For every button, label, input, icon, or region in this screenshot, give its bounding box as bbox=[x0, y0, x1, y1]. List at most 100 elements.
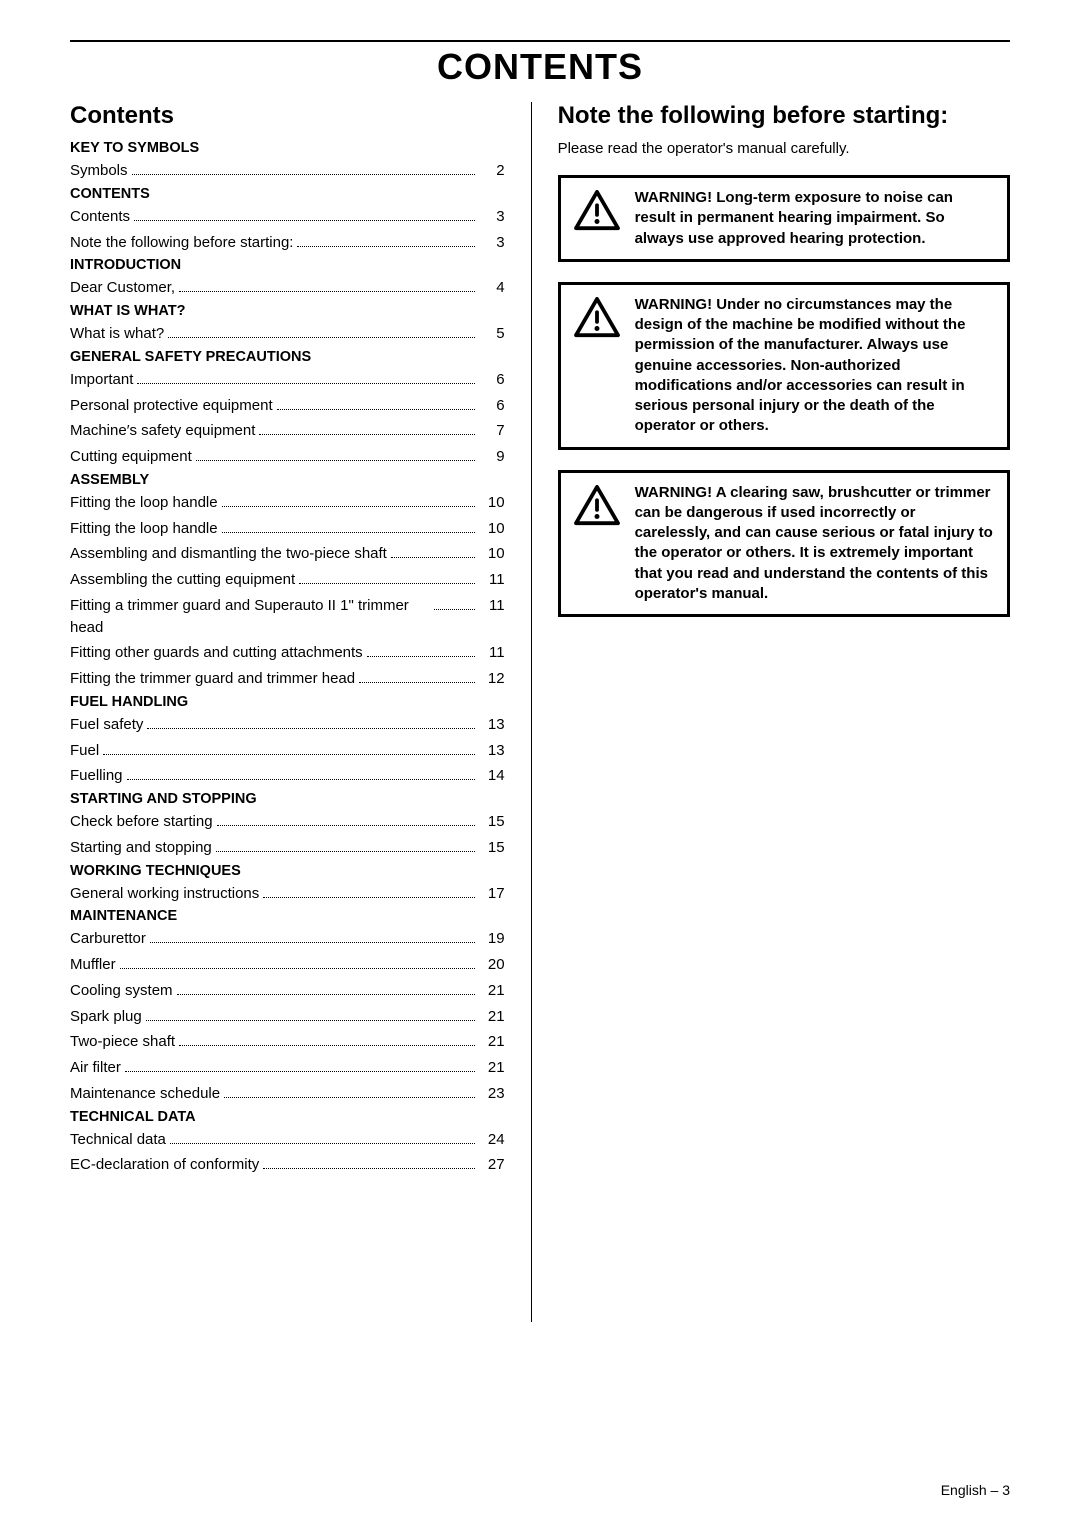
toc-page-number: 4 bbox=[479, 277, 505, 299]
content-columns: Contents KEY TO SYMBOLSSymbols2CONTENTSC… bbox=[70, 102, 1010, 1322]
toc-leader-dots bbox=[259, 434, 474, 435]
toc-row: Two-piece shaft21 bbox=[70, 1031, 505, 1053]
toc-label: Dear Customer, bbox=[70, 277, 175, 299]
toc-row: Technical data24 bbox=[70, 1129, 505, 1151]
toc-section-header: WORKING TECHNIQUES bbox=[70, 863, 505, 879]
toc-row: What is what? 5 bbox=[70, 323, 505, 345]
toc-label: Fitting the loop handle bbox=[70, 492, 218, 514]
toc-page-number: 3 bbox=[479, 232, 505, 254]
toc-row: Personal protective equipment 6 bbox=[70, 395, 505, 417]
toc-section-header: STARTING AND STOPPING bbox=[70, 791, 505, 807]
warning-box: WARNING! A clearing saw, brushcutter or … bbox=[558, 470, 1010, 618]
toc-leader-dots bbox=[216, 851, 475, 852]
toc-page-number: 9 bbox=[479, 446, 505, 468]
toc-row: Fitting the loop handle10 bbox=[70, 518, 505, 540]
toc-label: General working instructions bbox=[70, 883, 259, 905]
toc-label: Fitting a trimmer guard and Superauto II… bbox=[70, 595, 430, 639]
toc-row: Fitting other guards and cutting attachm… bbox=[70, 642, 505, 664]
toc-page-number: 3 bbox=[479, 206, 505, 228]
left-column: Contents KEY TO SYMBOLSSymbols2CONTENTSC… bbox=[70, 102, 531, 1322]
toc-row: Check before starting15 bbox=[70, 811, 505, 833]
toc-row: Fuel safety13 bbox=[70, 714, 505, 736]
toc-leader-dots bbox=[222, 532, 475, 533]
toc-section-header: KEY TO SYMBOLS bbox=[70, 140, 505, 156]
toc-row: Machine′s safety equipment7 bbox=[70, 420, 505, 442]
toc-label: Two-piece shaft bbox=[70, 1031, 175, 1053]
toc-leader-dots bbox=[263, 897, 474, 898]
toc-page-number: 21 bbox=[479, 1006, 505, 1028]
toc-leader-dots bbox=[217, 825, 475, 826]
warnings-container: WARNING! Long-term exposure to noise can… bbox=[558, 175, 1010, 617]
toc-label: Starting and stopping bbox=[70, 837, 212, 859]
toc-leader-dots bbox=[299, 583, 474, 584]
toc-label: Technical data bbox=[70, 1129, 166, 1151]
toc-row: Fitting the trimmer guard and trimmer he… bbox=[70, 668, 505, 690]
toc-page-number: 21 bbox=[479, 1057, 505, 1079]
table-of-contents: KEY TO SYMBOLS Symbols 2 CONTENTS Contents3 N… bbox=[70, 140, 505, 1176]
toc-page-number: 15 bbox=[479, 837, 505, 859]
toc-label: Muffler bbox=[70, 954, 116, 976]
toc-page-number: 27 bbox=[479, 1154, 505, 1176]
toc-row: Cutting equipment 9 bbox=[70, 446, 505, 468]
toc-page-number: 11 bbox=[479, 569, 505, 591]
toc-leader-dots bbox=[196, 460, 475, 461]
toc-label: Cutting equipment bbox=[70, 446, 192, 468]
toc-leader-dots bbox=[132, 174, 475, 175]
toc-page-number: 20 bbox=[479, 954, 505, 976]
toc-leader-dots bbox=[277, 409, 475, 410]
toc-leader-dots bbox=[168, 337, 474, 338]
toc-label: Personal protective equipment bbox=[70, 395, 273, 417]
toc-row: Fuel13 bbox=[70, 740, 505, 762]
toc-leader-dots bbox=[125, 1071, 475, 1072]
toc-label: Fitting other guards and cutting attachm… bbox=[70, 642, 363, 664]
toc-page-number: 21 bbox=[479, 980, 505, 1002]
toc-leader-dots bbox=[179, 1045, 475, 1046]
page-title: CONTENTS bbox=[70, 46, 1010, 88]
toc-row: Starting and stopping 15 bbox=[70, 837, 505, 859]
toc-leader-dots bbox=[146, 1020, 475, 1021]
toc-label: Fuel bbox=[70, 740, 99, 762]
toc-label: Fuelling bbox=[70, 765, 123, 787]
toc-page-number: 5 bbox=[479, 323, 505, 345]
toc-leader-dots bbox=[103, 754, 474, 755]
toc-label: Air filter bbox=[70, 1057, 121, 1079]
toc-label: Note the following before starting: bbox=[70, 232, 293, 254]
toc-label: Symbols bbox=[70, 160, 128, 182]
toc-label: Cooling system bbox=[70, 980, 173, 1002]
toc-leader-dots bbox=[147, 728, 474, 729]
toc-row: Spark plug 21 bbox=[70, 1006, 505, 1028]
toc-label: What is what? bbox=[70, 323, 164, 345]
toc-row: Maintenance schedule 23 bbox=[70, 1083, 505, 1105]
warning-box: WARNING! Under no circumstances may the … bbox=[558, 282, 1010, 450]
toc-leader-dots bbox=[224, 1097, 474, 1098]
toc-row: Assembling and dismantling the two-piece… bbox=[70, 543, 505, 565]
toc-row: Important6 bbox=[70, 369, 505, 391]
toc-leader-dots bbox=[367, 656, 475, 657]
toc-section-header: ASSEMBLY bbox=[70, 472, 505, 488]
toc-leader-dots bbox=[127, 779, 475, 780]
toc-label: Spark plug bbox=[70, 1006, 142, 1028]
top-rule bbox=[70, 40, 1010, 42]
footer-page-number: 3 bbox=[1002, 1482, 1010, 1498]
toc-page-number: 12 bbox=[479, 668, 505, 690]
toc-section-header: CONTENTS bbox=[70, 186, 505, 202]
toc-row: Symbols 2 bbox=[70, 160, 505, 182]
footer-language: English bbox=[941, 1482, 987, 1498]
toc-page-number: 17 bbox=[479, 883, 505, 905]
toc-label: Important bbox=[70, 369, 133, 391]
toc-leader-dots bbox=[170, 1143, 475, 1144]
toc-leader-dots bbox=[222, 506, 475, 507]
toc-page-number: 6 bbox=[479, 395, 505, 417]
toc-row: Contents3 bbox=[70, 206, 505, 228]
toc-label: Fitting the loop handle bbox=[70, 518, 218, 540]
toc-section-header: GENERAL SAFETY PRECAUTIONS bbox=[70, 349, 505, 365]
toc-row: Muffler 20 bbox=[70, 954, 505, 976]
toc-page-number: 23 bbox=[479, 1083, 505, 1105]
toc-page-number: 2 bbox=[479, 160, 505, 182]
toc-label: Maintenance schedule bbox=[70, 1083, 220, 1105]
intro-text: Please read the operator's manual carefu… bbox=[558, 140, 1010, 157]
toc-row: Carburettor19 bbox=[70, 928, 505, 950]
toc-leader-dots bbox=[134, 220, 475, 221]
right-column: Note the following before starting: Plea… bbox=[531, 102, 1010, 1322]
page-footer: English – 3 bbox=[941, 1482, 1010, 1498]
